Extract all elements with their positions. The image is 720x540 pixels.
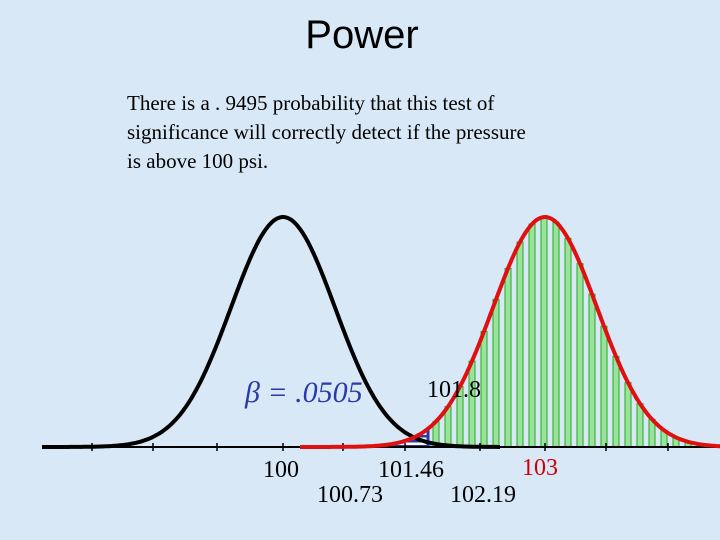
power-bar [540,216,548,448]
power-bar [516,241,524,448]
power-bar [600,325,608,448]
axis-label: 100 [263,457,299,483]
power-bar [552,221,560,448]
null-curve [42,215,500,449]
axis-label: 100.73 [317,482,383,508]
distribution-plot [42,215,720,451]
power-bar [624,382,632,448]
power-bar [492,298,500,448]
power-bar [528,223,536,448]
body-line: significance will correctly detect if th… [127,120,526,144]
axis-label: 102.19 [450,482,516,508]
beta-region [300,428,428,447]
axis-label: 101.46 [378,457,444,483]
power-bar [612,355,620,448]
power-bar [576,263,584,448]
body-line: There is a . 9495 probability that this … [127,91,494,115]
power-bar [588,293,596,448]
power-bar [468,360,476,448]
body-line: is above 100 psi. [127,149,268,173]
power-bar [504,267,512,448]
power-bar [480,330,488,448]
cutoff-top-label: 101.8 [427,377,481,403]
slide-title: Power [305,13,418,57]
power-bar [564,237,572,448]
axis-label: 103 [522,455,558,481]
beta-label: β = .0505 [244,376,363,409]
alt-curve [300,215,720,449]
